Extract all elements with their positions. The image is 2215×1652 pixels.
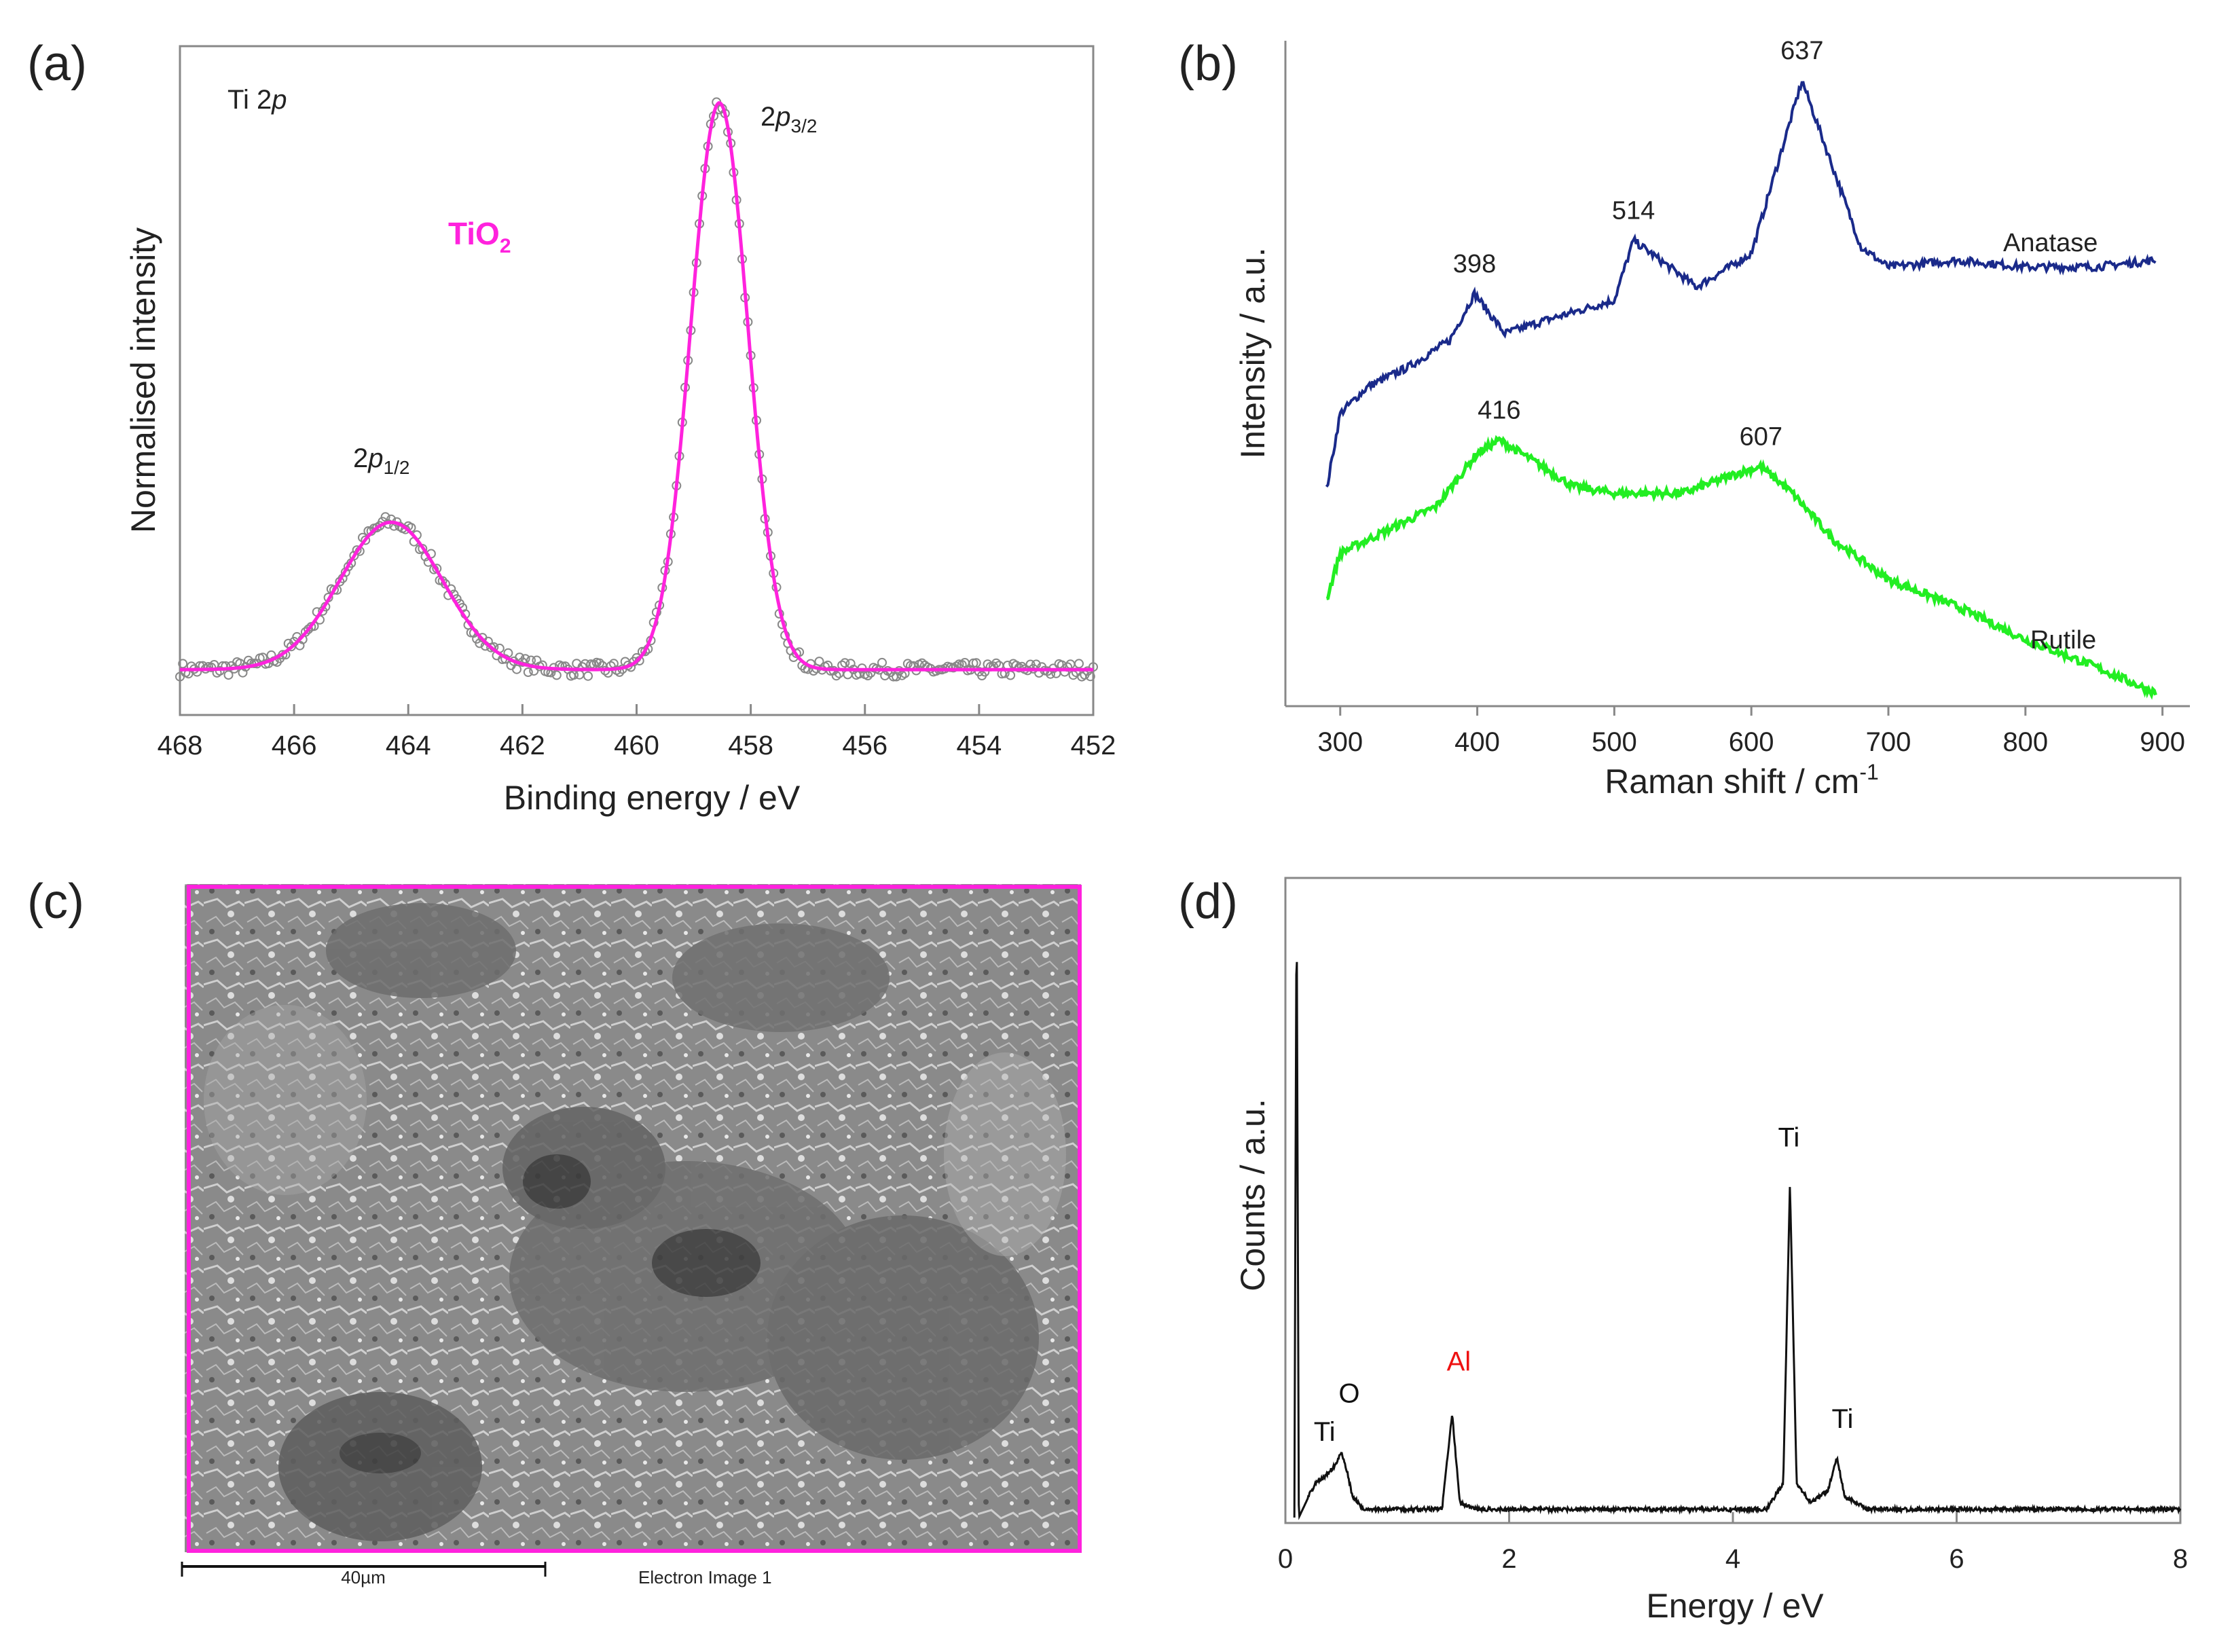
xps-data-point — [223, 670, 234, 680]
edx-peak-label: Ti — [1778, 1123, 1799, 1153]
xps-x-tick-label: 462 — [500, 731, 545, 760]
xps-x-tick-label: 466 — [272, 731, 317, 760]
xps-peak-label-2p12: 2p1/2 — [353, 443, 409, 478]
xps-chart: 468 466 464 462 460 458 456 454 452 Ti 2p TiO2 2… — [124, 45, 1116, 817]
raman-y-axis-label: Intensity / a.u. — [1234, 247, 1272, 458]
xps-x-tick-label: 468 — [158, 731, 203, 760]
raman-peak-label: 637 — [1780, 37, 1823, 65]
xps-data-point — [1074, 659, 1084, 669]
xps-data-point — [574, 669, 585, 680]
xps-data-point — [475, 638, 485, 648]
edx-plot-frame — [1284, 877, 2182, 1524]
xps-x-tick-label: 452 — [1071, 731, 1116, 760]
sem-scale-label: 40µm — [341, 1567, 386, 1587]
panel-label-d: (d) — [1178, 875, 1238, 929]
xps-data-point — [437, 576, 447, 586]
xps-plot-frame — [179, 45, 1095, 716]
edx-x-tick-label: 8 — [2173, 1544, 2188, 1574]
xps-data-point — [991, 658, 1002, 668]
xps-data-point — [1060, 667, 1069, 677]
xps-data-point — [361, 535, 371, 545]
xps-x-tick-label: 458 — [728, 731, 773, 760]
xps-data-point — [892, 672, 901, 682]
xps-x-tick-label: 460 — [614, 731, 659, 760]
xps-data-point — [971, 658, 981, 668]
panel-label-c: (c) — [27, 875, 84, 929]
raman-peak-label: 416 — [1478, 396, 1520, 424]
xps-data-point — [523, 667, 533, 677]
xps-data-point — [243, 655, 253, 665]
edx-peak-label: Al — [1447, 1346, 1471, 1376]
xps-data-point — [206, 662, 217, 672]
xps-data-point — [845, 659, 856, 669]
sem-image: 40µm Electron Image 1 — [181, 884, 1082, 1587]
xps-fit-curve — [180, 101, 1093, 672]
xps-species-label: TiO2 — [448, 216, 511, 257]
raman-x-axis-label: Raman shift / cm-1 — [1605, 760, 1879, 801]
xps-data-point — [583, 671, 593, 681]
panel-label-a: (a) — [27, 37, 87, 91]
edx-peak-label: Ti — [1832, 1404, 1854, 1434]
xps-data-point — [512, 664, 521, 674]
raman-x-tick-label: 600 — [1729, 727, 1774, 757]
edx-spectrum-line — [1293, 961, 2182, 1520]
sem-caption: Electron Image 1 — [638, 1567, 772, 1587]
sem-texture-blobs — [204, 903, 1066, 1541]
raman-legend-anatase: Anatase — [2003, 229, 2098, 257]
xps-data-point — [1085, 672, 1095, 682]
raman-legend-rutile: Rutile — [2030, 626, 2096, 655]
xps-x-axis-label: Binding energy / eV — [504, 779, 801, 817]
raman-series-anatase — [1325, 81, 2157, 488]
raman-series-rutile — [1325, 435, 2157, 700]
xps-y-axis-label: Normalised intensity — [124, 227, 162, 533]
xps-peak-label-2p32: 2p3/2 — [761, 102, 817, 136]
raman-peak-label: 607 — [1740, 423, 1782, 452]
xps-data-points — [175, 97, 1098, 682]
raman-x-ticks: 300 400 500 600 700 800 900 — [1317, 706, 2185, 757]
raman-x-tick-label: 700 — [1866, 727, 1911, 757]
xps-data-point — [178, 659, 188, 669]
edx-peak-label: O — [1338, 1378, 1359, 1408]
xps-data-point — [814, 657, 824, 667]
edx-x-axis-label: Energy / eV — [1646, 1587, 1824, 1625]
xps-x-ticks: 468 466 464 462 460 458 456 454 452 — [158, 704, 1116, 760]
raman-x-tick-label: 500 — [1592, 727, 1637, 757]
edx-x-tick-label: 2 — [1501, 1544, 1516, 1574]
raman-chart: 300 400 500 600 700 800 900 398 514 637 416 607 An… — [1234, 37, 2190, 801]
xps-data-point — [877, 657, 887, 667]
xps-data-point — [300, 627, 310, 637]
xps-region-label: Ti 2p — [227, 85, 287, 115]
edx-y-axis-label: Counts / a.u. — [1234, 1099, 1272, 1291]
raman-peak-label: 514 — [1612, 196, 1655, 225]
xps-data-point — [840, 658, 850, 668]
xps-data-point — [594, 658, 604, 668]
panel-label-b: (b) — [1178, 37, 1238, 91]
xps-x-tick-label: 454 — [957, 731, 1002, 760]
edx-x-tick-label: 4 — [1725, 1544, 1740, 1574]
xps-data-point — [520, 654, 530, 664]
raman-peak-labels: 398 514 637 416 607 — [1453, 37, 1824, 451]
raman-x-tick-label: 900 — [2140, 727, 2185, 757]
xps-data-point — [863, 671, 873, 680]
raman-peak-label: 398 — [1453, 250, 1496, 278]
sem-frame — [187, 885, 1082, 1553]
edx-x-tick-label: 0 — [1278, 1544, 1293, 1574]
edx-x-ticks: 0 2 4 6 8 — [1278, 1512, 2188, 1574]
xps-data-point — [831, 671, 841, 681]
edx-peak-label: Ti — [1314, 1417, 1336, 1447]
raman-x-tick-label: 400 — [1454, 727, 1500, 757]
raman-x-tick-label: 300 — [1317, 727, 1363, 757]
xps-x-tick-label: 464 — [386, 731, 431, 760]
xps-data-point — [349, 551, 359, 561]
xps-data-point — [551, 670, 562, 680]
xps-x-tick-label: 456 — [842, 731, 887, 760]
raman-x-tick-label: 800 — [2002, 727, 2048, 757]
xps-data-point — [329, 585, 339, 595]
edx-x-tick-label: 6 — [1949, 1544, 1964, 1574]
